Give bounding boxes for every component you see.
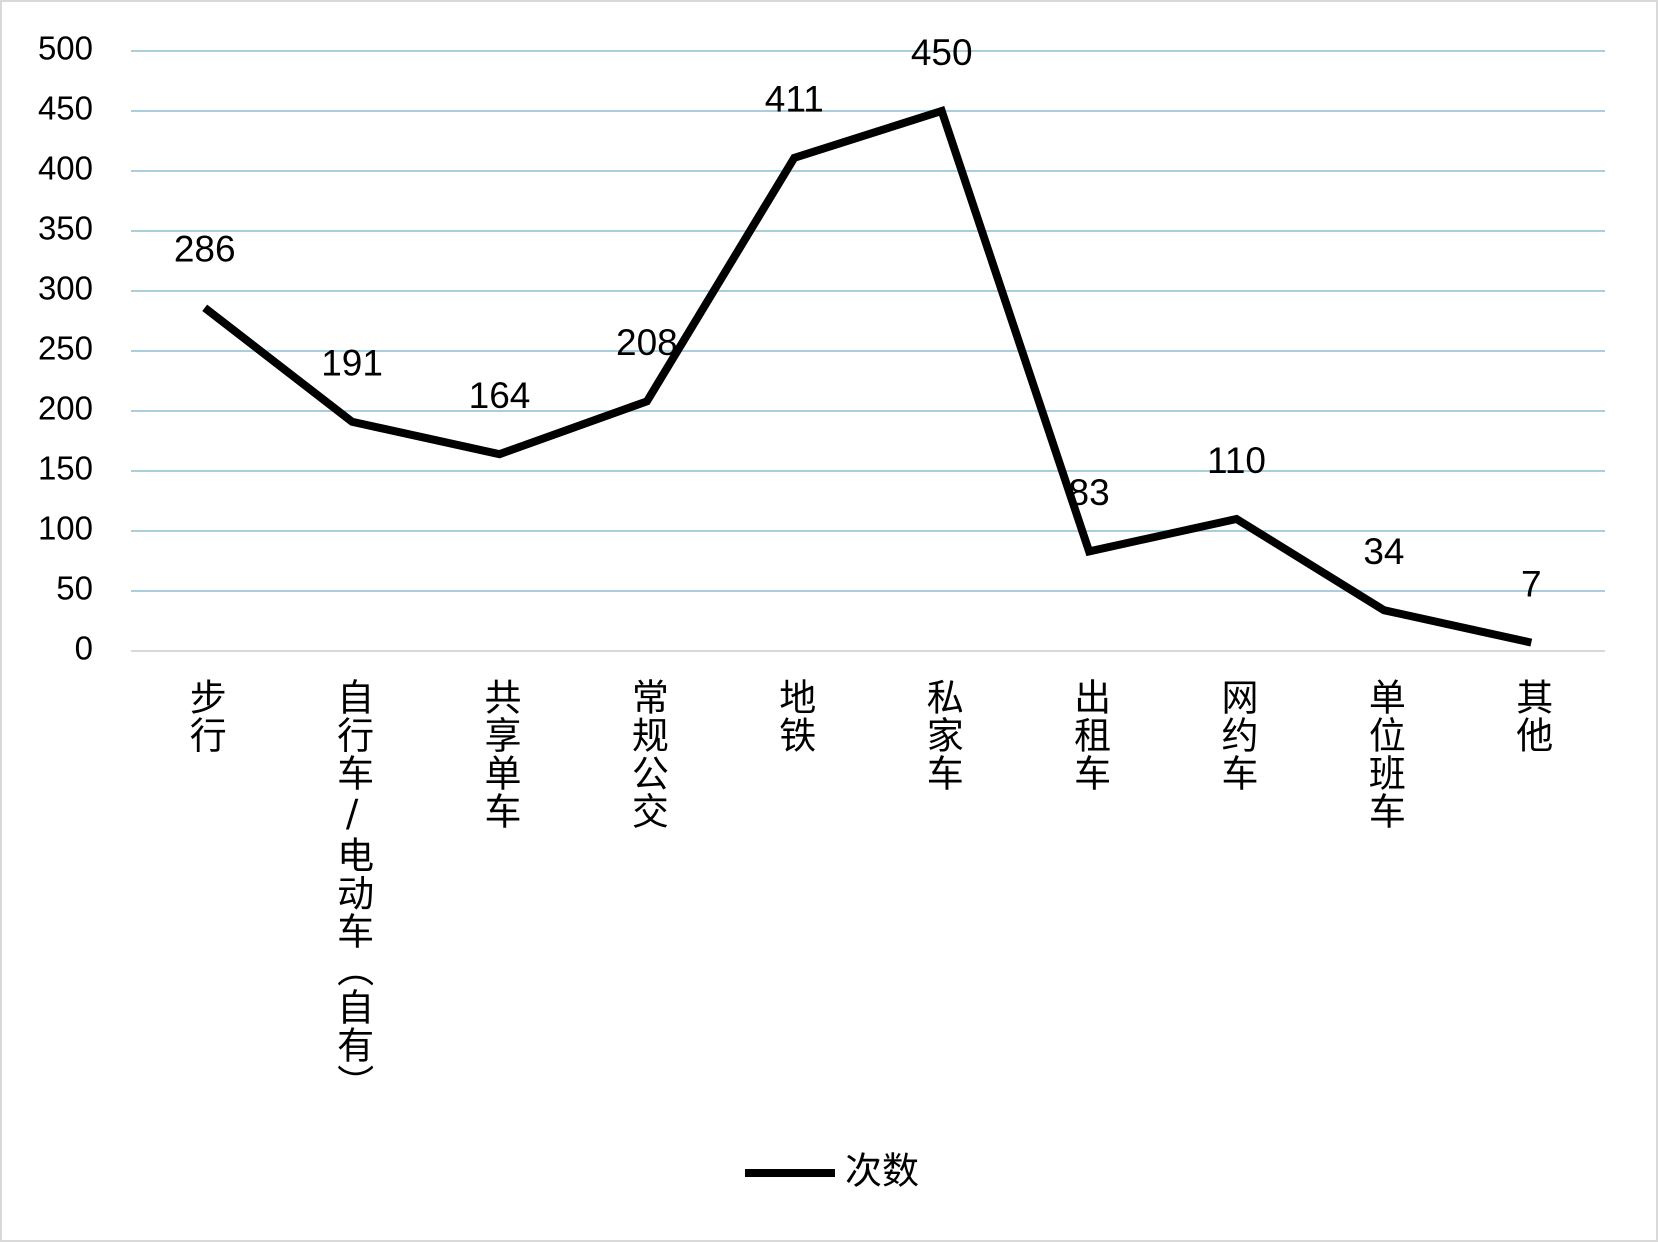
y-tick-label: 50 <box>56 570 93 607</box>
y-tick-label: 450 <box>38 90 93 127</box>
y-tick-label: 500 <box>38 30 93 67</box>
x-tick-label: 其他 <box>1510 678 1554 754</box>
x-tick-label: 地铁 <box>773 678 816 754</box>
x-tick-label: 共享单车 <box>478 678 521 830</box>
y-tick-label: 400 <box>38 150 93 187</box>
y-tick-label: 350 <box>38 210 93 247</box>
data-label: 110 <box>1207 440 1266 481</box>
data-label: 191 <box>321 343 383 384</box>
x-tick-label: 网约车 <box>1215 678 1258 792</box>
data-label: 450 <box>911 32 973 73</box>
y-tick-label: 100 <box>38 510 93 547</box>
data-label: 7 <box>1521 563 1542 604</box>
data-label: 286 <box>174 229 236 270</box>
data-label: 83 <box>1069 472 1110 513</box>
x-tick-label: 常规公交 <box>625 678 668 830</box>
data-label: 411 <box>765 79 824 120</box>
y-tick-label: 150 <box>38 450 93 487</box>
data-label: 34 <box>1363 531 1404 572</box>
y-tick-label: 250 <box>38 330 93 367</box>
x-tick-label: 私家车 <box>920 678 964 792</box>
data-label: 208 <box>616 322 678 363</box>
x-tick-label: 单位班车 <box>1362 678 1405 830</box>
y-tick-label: 200 <box>38 390 93 427</box>
x-tick-label: 步行 <box>183 678 227 754</box>
x-tick-label: 自行车/电动车（自有） <box>331 678 375 1102</box>
data-label: 164 <box>469 375 531 416</box>
line-series <box>202 105 1533 647</box>
x-tick-label: 出租车 <box>1068 678 1111 792</box>
legend-label: 次数 <box>845 1150 919 1193</box>
y-tick-label: 300 <box>38 270 93 307</box>
y-tick-label: 0 <box>75 630 93 667</box>
